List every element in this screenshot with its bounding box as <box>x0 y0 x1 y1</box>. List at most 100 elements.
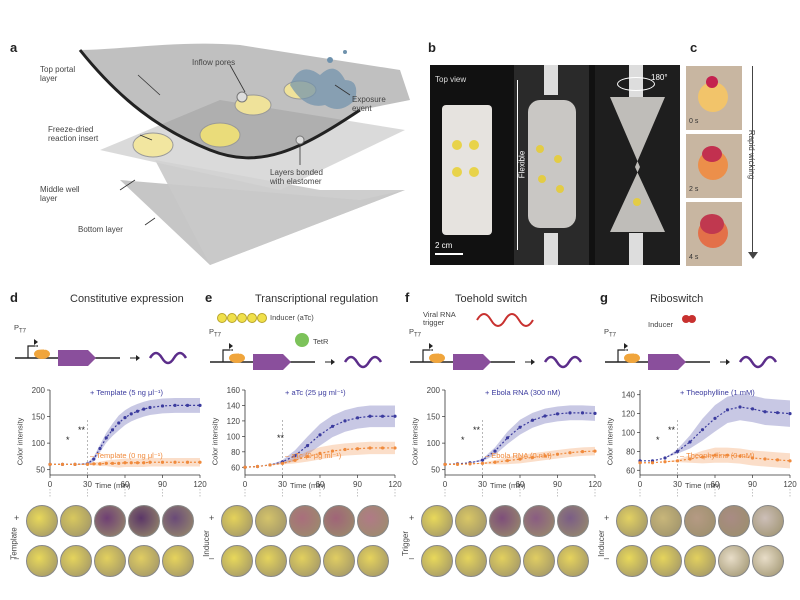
data-point <box>530 418 535 422</box>
data-point <box>763 410 767 414</box>
data-point <box>700 428 705 432</box>
panel-title: Transcriptional regulation <box>255 293 379 305</box>
data-point <box>580 450 585 454</box>
well-photos: Trigger + – <box>395 495 595 600</box>
data-point <box>580 411 585 415</box>
well-plus <box>162 505 194 537</box>
atc-molecule-icon <box>257 313 267 323</box>
data-point <box>393 414 397 418</box>
well-minus <box>752 545 784 577</box>
data-point <box>255 464 260 469</box>
well-plus <box>752 505 784 537</box>
well-minus <box>60 545 92 577</box>
chart-e: 160 140 120 100 80 60 0 30 60 90 120 <box>215 380 405 502</box>
rotation-angle: 180° <box>651 73 668 82</box>
data-point <box>148 460 152 464</box>
data-point <box>318 433 322 437</box>
y-axis-label: Color intensity <box>410 417 420 466</box>
chart-f: 200 150 100 50 0 30 60 90 120 <box>415 380 605 502</box>
well-plus <box>489 505 521 537</box>
circuit-diagram <box>605 343 778 370</box>
wicking-arrow-head-icon <box>748 252 758 259</box>
well-plus <box>557 505 589 537</box>
data-point <box>493 460 497 464</box>
legend-plus: + Ebola RNA (300 nM) <box>485 388 561 397</box>
data-point <box>788 459 792 463</box>
y-tick-label: 80 <box>231 448 240 457</box>
well-plus <box>523 505 555 537</box>
series-band <box>640 393 790 461</box>
y-tick-label: 100 <box>227 432 241 441</box>
data-point <box>750 456 755 460</box>
legend-plus: + Template (5 ng μl⁻¹) <box>90 388 163 397</box>
well-minus <box>455 545 487 577</box>
scale-bar-label: 2 cm <box>435 241 453 250</box>
promoter-label: PT7 <box>209 327 222 339</box>
data-point <box>763 457 767 461</box>
x-tick-label: 0 <box>443 480 448 489</box>
data-point <box>543 454 547 458</box>
data-point <box>185 403 190 408</box>
y-tick-label: 120 <box>622 410 636 419</box>
data-point <box>530 455 535 460</box>
panel-b-letter: b <box>428 40 436 55</box>
x-tick-label: 60 <box>121 480 130 489</box>
data-point <box>330 449 335 453</box>
x-axis-label: Time (min) <box>95 481 131 490</box>
well-plus <box>421 505 453 537</box>
y-tick-label: 140 <box>622 391 636 400</box>
x-tick-label: 0 <box>48 480 53 489</box>
x-tick-label: 0 <box>638 480 643 489</box>
top-view-label: Top view <box>435 75 467 84</box>
photo-flexible: Flexible <box>514 65 589 265</box>
data-point <box>468 462 472 466</box>
data-point <box>638 461 642 465</box>
well-minus <box>489 545 521 577</box>
x-axis-label: Time (min) <box>685 481 721 490</box>
data-point <box>355 447 360 451</box>
data-point <box>160 404 165 408</box>
circuit-diagram <box>210 343 383 370</box>
x-tick-label: 120 <box>193 480 207 489</box>
row-plus-label: + <box>604 513 610 523</box>
data-point <box>293 454 297 458</box>
scale-bar <box>435 253 463 255</box>
y-tick-label: 100 <box>427 439 441 448</box>
well-plus <box>255 505 287 537</box>
circuit-diagram <box>410 343 583 370</box>
x-tick-label: 60 <box>316 480 325 489</box>
data-point <box>788 412 792 416</box>
x-tick-label: 120 <box>388 480 402 489</box>
legend-plus: + Theophylline (1 mM) <box>680 388 755 397</box>
data-point <box>593 449 597 453</box>
x-axis-label: Time (min) <box>290 481 326 490</box>
data-point <box>160 460 165 464</box>
significance-stars: ** <box>668 425 676 435</box>
well-photos: Template + – <box>0 495 200 600</box>
wicking-photos: 0 s 2 s 4 s <box>686 66 742 266</box>
data-point <box>110 461 115 465</box>
repressor-label: TetR <box>313 337 329 346</box>
data-point <box>60 462 65 466</box>
chart-g: 140 120 100 80 60 0 30 60 90 120 <box>610 380 800 502</box>
chart-d: 200 150 100 50 0 30 60 90 120 <box>20 380 210 502</box>
data-point <box>675 449 680 453</box>
well-plus <box>94 505 126 537</box>
data-point <box>123 416 127 420</box>
label-exposure-event: Exposure event <box>352 95 386 113</box>
y-tick-label: 60 <box>626 466 635 475</box>
gene-label: LacZ <box>625 349 641 356</box>
data-point <box>555 452 560 456</box>
data-point <box>775 411 780 415</box>
well-plus <box>616 505 648 537</box>
theophylline-molecule-icon <box>682 315 696 324</box>
row-plus-label: + <box>209 513 215 523</box>
well-plus <box>323 505 355 537</box>
wicking-label: Rapid wicking <box>747 129 757 180</box>
data-point <box>518 425 522 429</box>
legend-minus: – Theophylline (0 mM) <box>680 451 755 460</box>
data-point <box>725 408 730 412</box>
data-point <box>98 462 102 466</box>
data-point <box>713 453 717 457</box>
panel-d: d Constitutive expression LacZ PT7 200 15… <box>0 285 207 600</box>
